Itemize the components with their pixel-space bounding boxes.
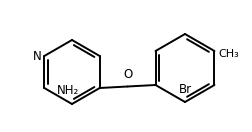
Text: Br: Br: [178, 83, 191, 96]
Text: N: N: [33, 51, 41, 63]
Text: O: O: [122, 69, 132, 81]
Text: CH₃: CH₃: [217, 49, 238, 59]
Text: NH₂: NH₂: [57, 84, 79, 97]
